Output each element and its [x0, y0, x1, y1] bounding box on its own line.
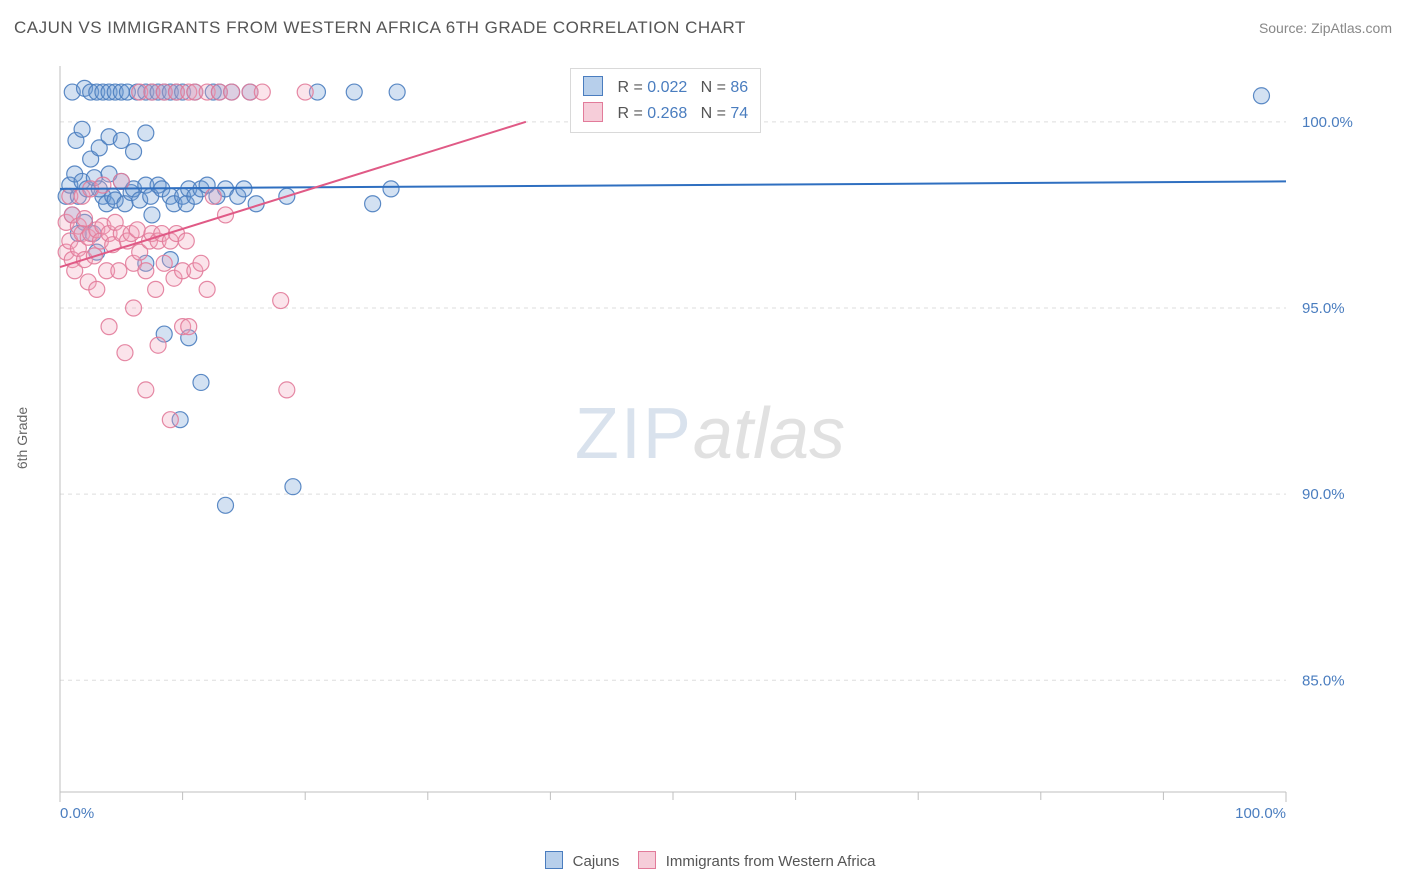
n-value: 74 — [730, 105, 748, 122]
r-value: 0.268 — [647, 105, 687, 122]
y-axis-label-container: 6th Grade — [14, 376, 30, 438]
stats-row-cajuns: R = 0.022 N = 86 — [583, 75, 748, 101]
swatch-icon — [583, 76, 603, 96]
correlation-stats-box: R = 0.022 N = 86 R = 0.268 N = 74 — [570, 68, 761, 133]
svg-text:85.0%: 85.0% — [1302, 672, 1345, 689]
bottom-legend: Cajuns Immigrants from Western Africa — [0, 851, 1406, 870]
svg-text:100.0%: 100.0% — [1302, 114, 1353, 131]
swatch-icon — [583, 102, 603, 122]
svg-text:100.0%: 100.0% — [1235, 805, 1286, 822]
stats-row-wafrica: R = 0.268 N = 74 — [583, 101, 748, 127]
r-value: 0.022 — [647, 79, 687, 96]
scatter-chart: 85.0% 90.0% 95.0% 100.0% 0.0% 100.0% — [50, 60, 1376, 822]
legend-label-wafrica: Immigrants from Western Africa — [666, 853, 876, 870]
svg-text:90.0%: 90.0% — [1302, 486, 1345, 503]
source-label: Source: ZipAtlas.com — [1259, 20, 1392, 36]
svg-text:0.0%: 0.0% — [60, 805, 94, 822]
swatch-icon — [638, 851, 656, 869]
legend-label-cajuns: Cajuns — [573, 853, 620, 870]
svg-text:95.0%: 95.0% — [1302, 300, 1345, 317]
swatch-icon — [545, 851, 563, 869]
plot-area: 85.0% 90.0% 95.0% 100.0% 0.0% 100.0% — [50, 60, 1376, 822]
y-axis-label: 6th Grade — [14, 407, 30, 469]
chart-title: CAJUN VS IMMIGRANTS FROM WESTERN AFRICA … — [14, 18, 746, 38]
n-value: 86 — [730, 79, 748, 96]
